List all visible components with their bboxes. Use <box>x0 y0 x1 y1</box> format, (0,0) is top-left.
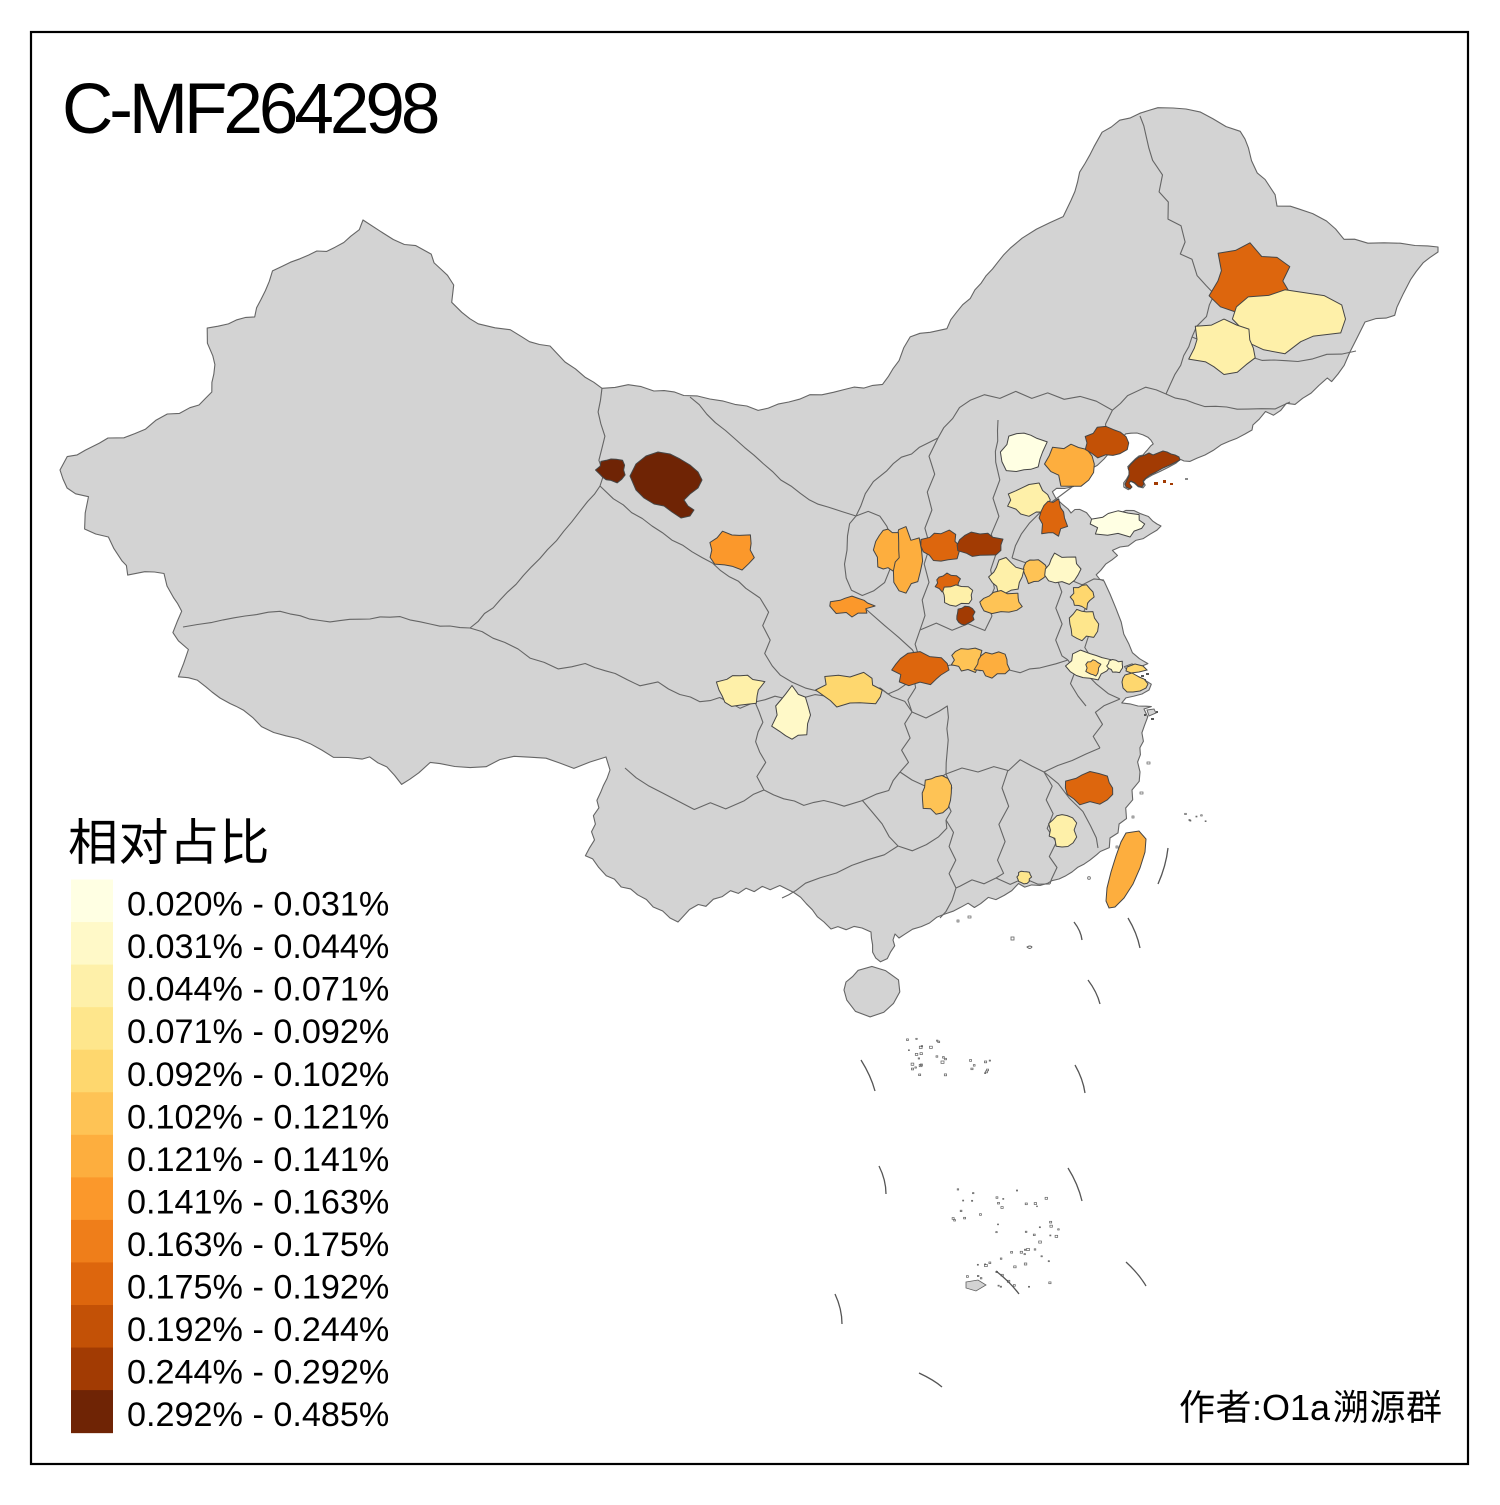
svg-text:0.175% - 0.192%: 0.175% - 0.192% <box>127 1269 389 1307</box>
svg-text:0.141% - 0.163%: 0.141% - 0.163% <box>127 1184 389 1222</box>
svg-text:0.244% - 0.292%: 0.244% - 0.292% <box>127 1354 389 1392</box>
svg-text::O1a: :O1a <box>1252 1387 1331 1428</box>
svg-text:C-MF264298: C-MF264298 <box>62 70 438 149</box>
svg-text:0.092% - 0.102%: 0.092% - 0.102% <box>127 1056 389 1094</box>
svg-text:0.192% - 0.244%: 0.192% - 0.244% <box>127 1311 389 1349</box>
svg-text:0.102% - 0.121%: 0.102% - 0.121% <box>127 1098 389 1136</box>
svg-text:0.071% - 0.092%: 0.071% - 0.092% <box>127 1013 389 1051</box>
svg-text:0.163% - 0.175%: 0.163% - 0.175% <box>127 1226 389 1264</box>
svg-text:0.121% - 0.141%: 0.121% - 0.141% <box>127 1141 389 1179</box>
svg-text:0.292% - 0.485%: 0.292% - 0.485% <box>127 1396 389 1434</box>
svg-text:0.044% - 0.071%: 0.044% - 0.071% <box>127 971 389 1009</box>
svg-text:0.031% - 0.044%: 0.031% - 0.044% <box>127 928 389 966</box>
svg-text:0.020% - 0.031%: 0.020% - 0.031% <box>127 886 389 924</box>
